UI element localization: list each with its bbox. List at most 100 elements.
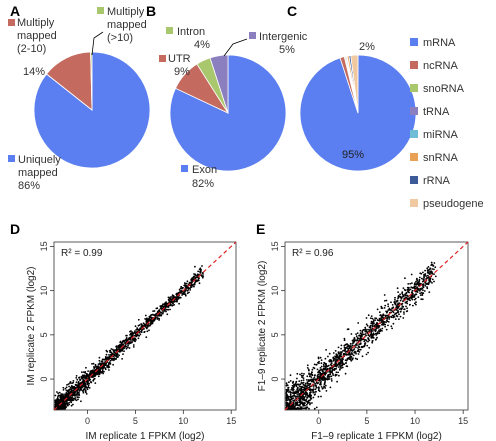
scatter-point bbox=[304, 391, 307, 394]
scatter-point bbox=[407, 288, 410, 290]
scatter-point bbox=[367, 314, 370, 317]
scatter-point bbox=[421, 287, 424, 290]
scatter-point bbox=[144, 326, 147, 328]
scatter-point bbox=[329, 363, 332, 366]
scatter-point bbox=[330, 380, 333, 382]
scatter-point bbox=[75, 381, 78, 384]
scatter-point bbox=[330, 359, 333, 362]
scatter-point bbox=[302, 377, 305, 379]
scatter-point bbox=[86, 383, 89, 386]
scatter-point bbox=[428, 291, 431, 293]
x-axis-label: IM replicate 1 FPKM (log2) bbox=[86, 431, 205, 441]
scatter-point bbox=[301, 402, 304, 405]
scatter-point bbox=[285, 393, 288, 395]
scatter-point bbox=[65, 386, 68, 389]
y-axis-label: F1–9 replicate 2 FPKM (log2) bbox=[257, 261, 268, 392]
scatter-point bbox=[401, 305, 404, 307]
scatter-point bbox=[67, 393, 70, 396]
scatter-point bbox=[288, 381, 290, 384]
scatter-point bbox=[100, 367, 103, 370]
pie-chart-mapping bbox=[33, 51, 151, 169]
label-exon-pct: 82% bbox=[192, 178, 214, 190]
panel-label-d: D bbox=[10, 221, 20, 237]
scatter-point bbox=[341, 364, 344, 367]
scatter-point bbox=[78, 396, 80, 399]
scatter-point bbox=[307, 399, 310, 402]
scatter-point bbox=[178, 288, 181, 291]
scatter-point bbox=[312, 386, 315, 388]
scatter-point bbox=[112, 359, 114, 362]
scatter-point bbox=[298, 407, 301, 410]
scatter-point bbox=[403, 288, 406, 291]
scatter-point bbox=[358, 334, 360, 337]
scatter-point bbox=[85, 374, 88, 377]
scatter-point bbox=[149, 324, 151, 327]
scatter-point bbox=[140, 323, 143, 326]
scatter-point bbox=[304, 384, 307, 386]
scatter-point bbox=[185, 284, 188, 287]
scatter-point bbox=[411, 292, 414, 295]
scatter-point bbox=[371, 317, 374, 320]
scatter-point bbox=[164, 302, 167, 305]
scatter-point bbox=[387, 303, 389, 306]
scatter-point bbox=[193, 273, 195, 275]
scatter-point bbox=[344, 343, 347, 346]
scatter-point bbox=[328, 352, 331, 355]
scatter-point bbox=[426, 274, 429, 277]
scatter-point bbox=[346, 347, 349, 349]
label-uniquely-pct: 86% bbox=[18, 180, 40, 192]
scatter-point bbox=[418, 279, 421, 282]
scatter-point bbox=[431, 278, 434, 281]
scatter-point bbox=[129, 339, 132, 341]
scatter-point bbox=[289, 401, 292, 404]
scatter-point bbox=[367, 337, 370, 339]
scatter-point bbox=[317, 376, 320, 378]
scatter-point bbox=[88, 387, 91, 389]
label-multiply-line2: mapped bbox=[17, 30, 57, 42]
scatter-point bbox=[140, 331, 143, 333]
scatter-point bbox=[114, 351, 116, 354]
label-multiply-pct: 14% bbox=[23, 66, 45, 78]
scatter-point bbox=[396, 304, 398, 307]
scatter-point bbox=[427, 266, 430, 268]
x-axis-label: F1–9 replicate 1 FPKM (log2) bbox=[311, 431, 442, 441]
scatter-point bbox=[419, 290, 421, 292]
scatter-point bbox=[327, 377, 329, 380]
scatter-point bbox=[294, 407, 297, 410]
scatter-point bbox=[65, 399, 68, 402]
scatter-point bbox=[352, 354, 355, 357]
panel-label-c: C bbox=[287, 3, 297, 19]
scatter-point bbox=[318, 362, 320, 365]
scatter-point bbox=[162, 311, 165, 313]
legend-label: miRNA bbox=[423, 129, 458, 141]
scatter-point bbox=[403, 308, 406, 311]
scatter-point bbox=[158, 319, 161, 321]
scatter-point bbox=[322, 379, 324, 381]
scatter-point bbox=[140, 325, 143, 328]
plot-frame bbox=[53, 241, 237, 411]
scatter-point bbox=[94, 364, 97, 367]
scatter-point bbox=[404, 277, 406, 280]
scatter-point bbox=[408, 291, 410, 294]
scatter-point bbox=[76, 378, 79, 381]
scatter-point bbox=[426, 269, 429, 272]
scatter-point bbox=[430, 261, 433, 264]
scatter-point bbox=[374, 338, 377, 341]
scatter-point bbox=[175, 300, 178, 303]
scatter-point bbox=[329, 360, 331, 363]
scatter-point bbox=[297, 396, 300, 398]
y-tick-label: 15 bbox=[39, 241, 49, 251]
scatter-point bbox=[149, 314, 152, 317]
scatter-point bbox=[354, 339, 357, 341]
scatter-point bbox=[422, 283, 425, 286]
scatter-point bbox=[379, 330, 382, 333]
scatter-point bbox=[336, 380, 338, 383]
scatter-point bbox=[112, 357, 115, 360]
scatter-point bbox=[301, 385, 303, 388]
scatter-point bbox=[286, 384, 288, 386]
scatter-point bbox=[375, 325, 378, 328]
scatter-point bbox=[314, 384, 316, 387]
scatter-point bbox=[292, 380, 295, 383]
scatter-point bbox=[90, 369, 93, 372]
scatter-point bbox=[81, 374, 84, 377]
